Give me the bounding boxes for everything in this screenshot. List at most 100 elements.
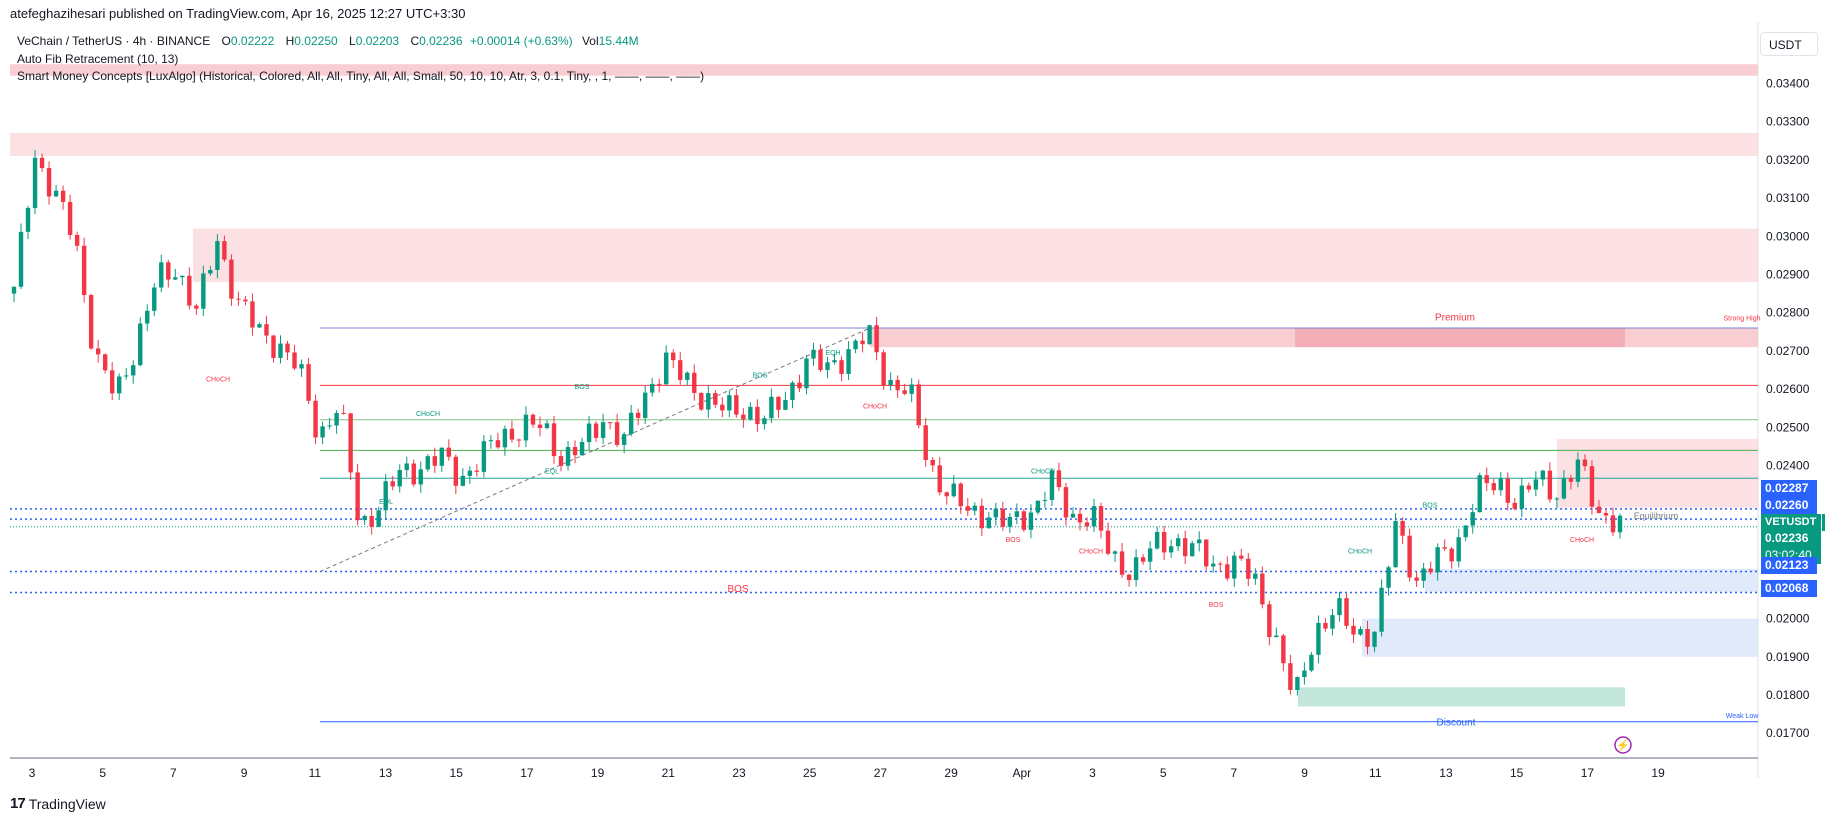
candle-body (481, 441, 487, 472)
time-tick-10: 23 (732, 766, 746, 780)
candle-body (1603, 512, 1609, 516)
candle-body (1225, 564, 1230, 579)
candle-body (1232, 555, 1237, 579)
candle-body (313, 400, 318, 438)
candle-body (1442, 547, 1447, 549)
candle-body (166, 262, 171, 280)
price-tick-6: 0.02800 (1766, 306, 1810, 320)
smc-label-12: CHoCH (1348, 549, 1372, 556)
candle-body (1014, 511, 1020, 517)
candle-body (1337, 598, 1342, 616)
time-tick-7: 17 (520, 766, 534, 780)
candle-body (243, 299, 248, 302)
candle-body (706, 393, 711, 410)
candle-body (1056, 470, 1062, 488)
candle-body (614, 422, 620, 445)
price-tick-14: 0.01800 (1766, 688, 1810, 702)
price-tag-02123: 0.02123 (1761, 557, 1817, 574)
candle-body (1309, 654, 1314, 671)
candle-body (145, 310, 150, 324)
candle-body (187, 275, 192, 306)
candle-body (1070, 513, 1076, 518)
smc-label-3: EQL (379, 499, 393, 506)
candle-body (1400, 520, 1405, 536)
candle-body (1463, 525, 1468, 538)
candle-body (327, 425, 332, 427)
smc-label-19: Discount (1437, 718, 1476, 729)
candle-body (1098, 506, 1104, 531)
candle-body (383, 481, 388, 511)
candle-body (1028, 512, 1034, 530)
candle-body (1288, 663, 1293, 690)
candle-body (1421, 568, 1426, 581)
candle-body (530, 414, 536, 425)
high-label: H (285, 34, 295, 48)
candle-body (1182, 538, 1188, 557)
time-tick-5: 13 (379, 766, 393, 780)
candle-body (369, 516, 374, 527)
symbol-tag: VETUSDT (1761, 514, 1821, 530)
price-tick-9: 0.02500 (1766, 420, 1810, 434)
candle-body (1049, 470, 1055, 501)
premium-strip (1295, 328, 1625, 348)
candle-body (1295, 677, 1300, 690)
candle-body (411, 463, 416, 485)
candle-body (250, 301, 255, 328)
candle-body (600, 422, 606, 438)
candle-body (790, 382, 795, 401)
candle-body (1372, 631, 1377, 647)
currency-button[interactable]: USDT (1760, 32, 1818, 56)
candle-body (755, 406, 760, 425)
smc-label-7: CHoCH (863, 403, 887, 410)
candle-body (1379, 587, 1384, 632)
candle-body (1477, 475, 1482, 513)
candle-body (229, 259, 234, 299)
open-label: O (221, 34, 231, 48)
candle-body (1498, 478, 1503, 491)
candle-body (1428, 568, 1433, 573)
time-tick-12: 27 (874, 766, 888, 780)
candle-body (292, 352, 297, 369)
candle-body (1512, 502, 1518, 509)
candle-body (846, 349, 851, 374)
candle-body (1063, 487, 1069, 518)
candle-body (1042, 500, 1048, 502)
indicator-smc[interactable]: Smart Money Concepts [LuxAlgo] (Historic… (17, 69, 705, 83)
price-tick-13: 0.01900 (1766, 650, 1810, 664)
candle-body (152, 287, 157, 311)
smc-label-8: CHoCH (1031, 468, 1055, 475)
candle-body (1456, 537, 1461, 562)
price-tag-02068: 0.02068 (1761, 580, 1817, 597)
time-tick-23: 19 (1651, 766, 1665, 780)
candle-body (1589, 466, 1595, 507)
lightning-icon: ⚡ (1616, 739, 1630, 752)
candle-body (131, 365, 136, 376)
candle-body (1351, 625, 1356, 635)
time-tick-13: 29 (944, 766, 958, 780)
indicator-fib[interactable]: Auto Fib Retracement (10, 13) (17, 52, 179, 66)
candle-body (558, 456, 564, 466)
candle-body (699, 392, 704, 410)
candle-body (1246, 558, 1251, 579)
candle-body (1281, 635, 1286, 664)
smc-label-6: EQH (825, 350, 840, 357)
candle-body (664, 352, 669, 385)
candle-body (1239, 555, 1244, 559)
time-tick-18: 9 (1301, 766, 1308, 780)
candle-body (537, 424, 543, 429)
candle-body (720, 404, 725, 411)
candle-body (951, 483, 956, 497)
candle-body (124, 375, 129, 377)
candle-body (81, 245, 87, 296)
candle-body (853, 340, 858, 350)
time-tick-21: 15 (1510, 766, 1524, 780)
tradingview-logo[interactable]: 17 TradingView (10, 795, 106, 812)
smc-label-15: BOS (727, 584, 748, 595)
candle-body (762, 418, 767, 425)
candle-body (1323, 622, 1328, 629)
candle-body (53, 190, 59, 197)
candle-body (607, 422, 613, 424)
candle-body (474, 470, 480, 472)
candle-body (215, 241, 220, 270)
